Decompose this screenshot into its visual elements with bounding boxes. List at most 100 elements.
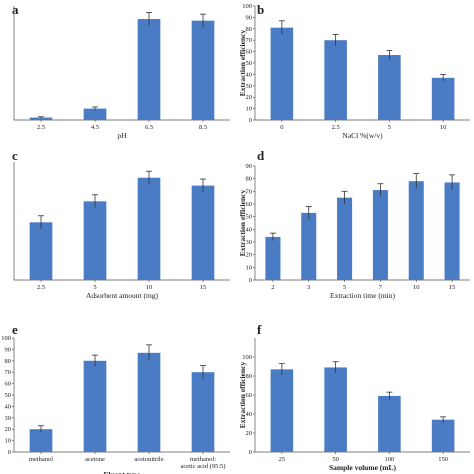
x-axis-label: Extraction time (min) [330, 291, 395, 300]
x-tick-label: 15 [200, 284, 207, 291]
x-tick-label: 10 [440, 124, 447, 131]
bar [191, 20, 215, 120]
y-tick-label: 90 [246, 163, 253, 170]
bar [191, 185, 215, 280]
bar [444, 182, 460, 280]
x-tick-label: 15 [449, 284, 456, 291]
y-tick-label: 30 [5, 415, 12, 422]
y-tick-label: 60 [246, 49, 253, 56]
chart-panel-a: a 2.5 4.5 6.5 8.5 pH [12, 2, 230, 140]
y-tick-label: 0 [8, 449, 11, 456]
x-tick-label: 10 [146, 284, 153, 291]
panel-letter: d [257, 148, 265, 163]
y-tick-label: 30 [246, 83, 253, 90]
y-tick-label: 20 [246, 430, 253, 437]
x-tick-label: 150 [438, 456, 448, 463]
y-tick-label: 100 [1, 335, 11, 342]
y-tick-label: 20 [5, 426, 12, 433]
x-tick-label: 3 [307, 284, 310, 291]
chart-panel-d: d 0 10 20 30 40 50 60 70 80 90 Extraction efficienc… [238, 148, 470, 300]
y-tick-label: 80 [246, 373, 253, 380]
y-tick-label: 70 [246, 188, 253, 195]
bar [265, 236, 281, 280]
x-tick-label: acetonitrile [134, 456, 163, 463]
x-tick-label: 8.5 [199, 124, 207, 131]
panel-letter: f [257, 322, 262, 337]
x-tick-label: 2.5 [37, 284, 45, 291]
x-tick-label: 5 [388, 124, 391, 131]
bar [29, 117, 53, 120]
x-axis-label: Sample volume (mL) [329, 463, 397, 472]
panel-letter: c [12, 148, 18, 163]
chart-panel-e: e 0 10 20 30 40 50 60 70 80 90 100 methanol acetone ac… [1, 322, 230, 474]
y-tick-label: 30 [246, 239, 253, 246]
y-tick-label: 80 [246, 26, 253, 33]
x-axis-label: pH [117, 131, 127, 140]
x-tick-label: methanol: acetic acid (95:5) [180, 456, 225, 470]
x-tick-label: 0 [280, 124, 283, 131]
bar [83, 108, 107, 120]
y-tick-label: 100 [242, 354, 252, 361]
y-tick-label: 10 [246, 264, 253, 271]
y-axis-label: Extraction efficiency [238, 190, 247, 257]
x-tick-label: 4.5 [91, 124, 99, 131]
y-tick-label: 0 [249, 449, 252, 456]
y-tick-label: 20 [246, 252, 253, 259]
x-tick-label: 6.5 [145, 124, 153, 131]
x-axis-label: Adsorbent amount (mg) [86, 291, 159, 300]
y-tick-label: 40 [246, 226, 253, 233]
x-tick-label: 50 [332, 456, 339, 463]
axes [254, 166, 470, 281]
y-tick-label: 100 [242, 3, 252, 10]
bar [191, 372, 215, 452]
x-tick-label: 2 [271, 284, 274, 291]
bar [431, 77, 455, 120]
y-tick-label: 40 [246, 71, 253, 78]
panel-letter: e [12, 322, 18, 337]
y-tick-label: 40 [5, 403, 12, 410]
bar [137, 352, 161, 452]
y-tick-label: 70 [5, 369, 12, 376]
y-tick-label: 70 [246, 37, 253, 44]
bar [83, 360, 107, 452]
y-tick-label: 50 [246, 214, 253, 221]
x-tick-label: 2.5 [332, 124, 340, 131]
bar [337, 197, 353, 280]
bar [137, 177, 161, 280]
panel-letter: a [12, 2, 19, 17]
y-axis-label: Extraction efficiency [238, 362, 247, 429]
x-tick-label: 10 [413, 284, 420, 291]
panel-letter: b [257, 2, 264, 17]
y-tick-label: 40 [246, 411, 253, 418]
bar [29, 429, 53, 452]
y-axis-label: Extraction efficiency [238, 30, 247, 97]
x-axis-label: Eluent type [104, 470, 142, 474]
x-tick-label: 5 [93, 284, 96, 291]
x-tick-label: 2.5 [37, 124, 45, 131]
bar [372, 190, 388, 280]
y-tick-label: 90 [246, 14, 253, 21]
bar [29, 222, 53, 280]
bar [408, 181, 424, 280]
y-tick-label: 20 [246, 94, 253, 101]
y-tick-label: 0 [249, 117, 252, 124]
y-tick-label: 80 [246, 176, 253, 183]
y-tick-label: 80 [5, 358, 12, 365]
x-tick-label: acetone [85, 456, 105, 463]
y-tick-label: 10 [246, 106, 253, 113]
x-tick-label: 100 [385, 456, 395, 463]
x-tick-label: 5 [343, 284, 346, 291]
y-tick-label: 0 [249, 277, 252, 284]
x-tick-label: methanol [29, 456, 53, 463]
bar [301, 212, 317, 280]
x-tick-label: 7 [379, 284, 383, 291]
bar [270, 27, 294, 120]
bar [137, 19, 161, 120]
bar [83, 201, 107, 280]
bar [324, 40, 347, 121]
chart-panel-c: c 2.5 5 10 15 Adsorbent amount (mg) [12, 148, 230, 300]
y-tick-label: 10 [5, 438, 12, 445]
x-tick-label: 25 [279, 456, 286, 463]
